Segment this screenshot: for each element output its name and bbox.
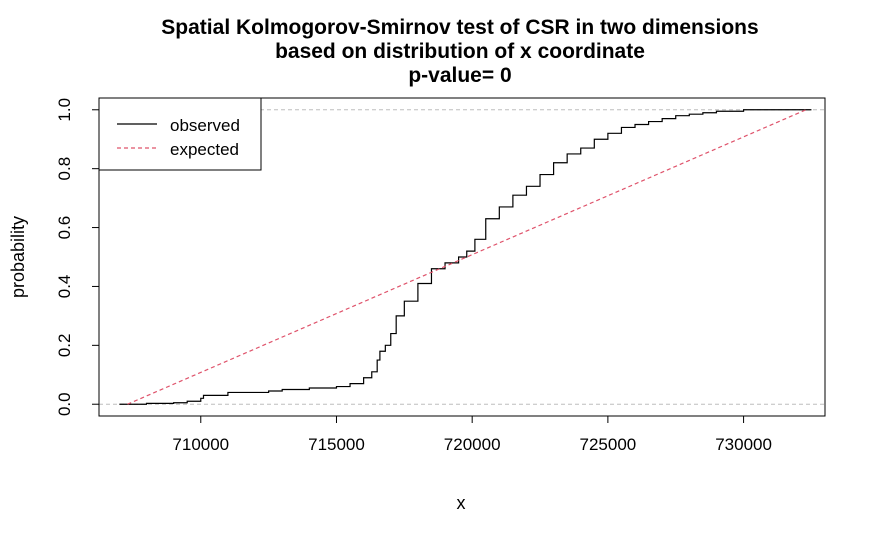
x-tick-label: 720000	[444, 435, 501, 454]
legend-label-expected: expected	[170, 140, 239, 159]
chart-title: Spatial Kolmogorov-Smirnov test of CSR i…	[161, 16, 758, 39]
chart-p-value: p-value= 0	[408, 64, 511, 87]
legend: observed expected	[98, 97, 262, 171]
series-observed	[119, 109, 812, 405]
y-axis: 0.0 0.2 0.4 0.6 0.8 1.0	[55, 98, 99, 416]
x-axis: 710000 715000 720000 725000 730000	[172, 416, 772, 454]
y-tick-label: 1.0	[55, 98, 74, 122]
x-tick-label: 710000	[172, 435, 229, 454]
series-expected	[127, 109, 807, 405]
plot-frame	[98, 97, 826, 417]
legend-label-observed: observed	[170, 116, 240, 135]
y-tick-label: 0.0	[55, 392, 74, 416]
x-tick-label: 730000	[715, 435, 772, 454]
chart-titles: Spatial Kolmogorov-Smirnov test of CSR i…	[161, 16, 758, 87]
y-tick-label: 0.2	[55, 334, 74, 358]
y-tick-label: 0.8	[55, 157, 74, 181]
y-axis-label: probability	[8, 216, 28, 298]
legend-box	[98, 97, 262, 171]
y-tick-label: 0.4	[55, 275, 74, 299]
chart-subtitle: based on distribution of x coordinate	[275, 40, 645, 63]
x-tick-label: 715000	[308, 435, 365, 454]
x-tick-label: 725000	[580, 435, 637, 454]
x-axis-label: x	[457, 493, 466, 513]
y-tick-label: 0.6	[55, 216, 74, 240]
